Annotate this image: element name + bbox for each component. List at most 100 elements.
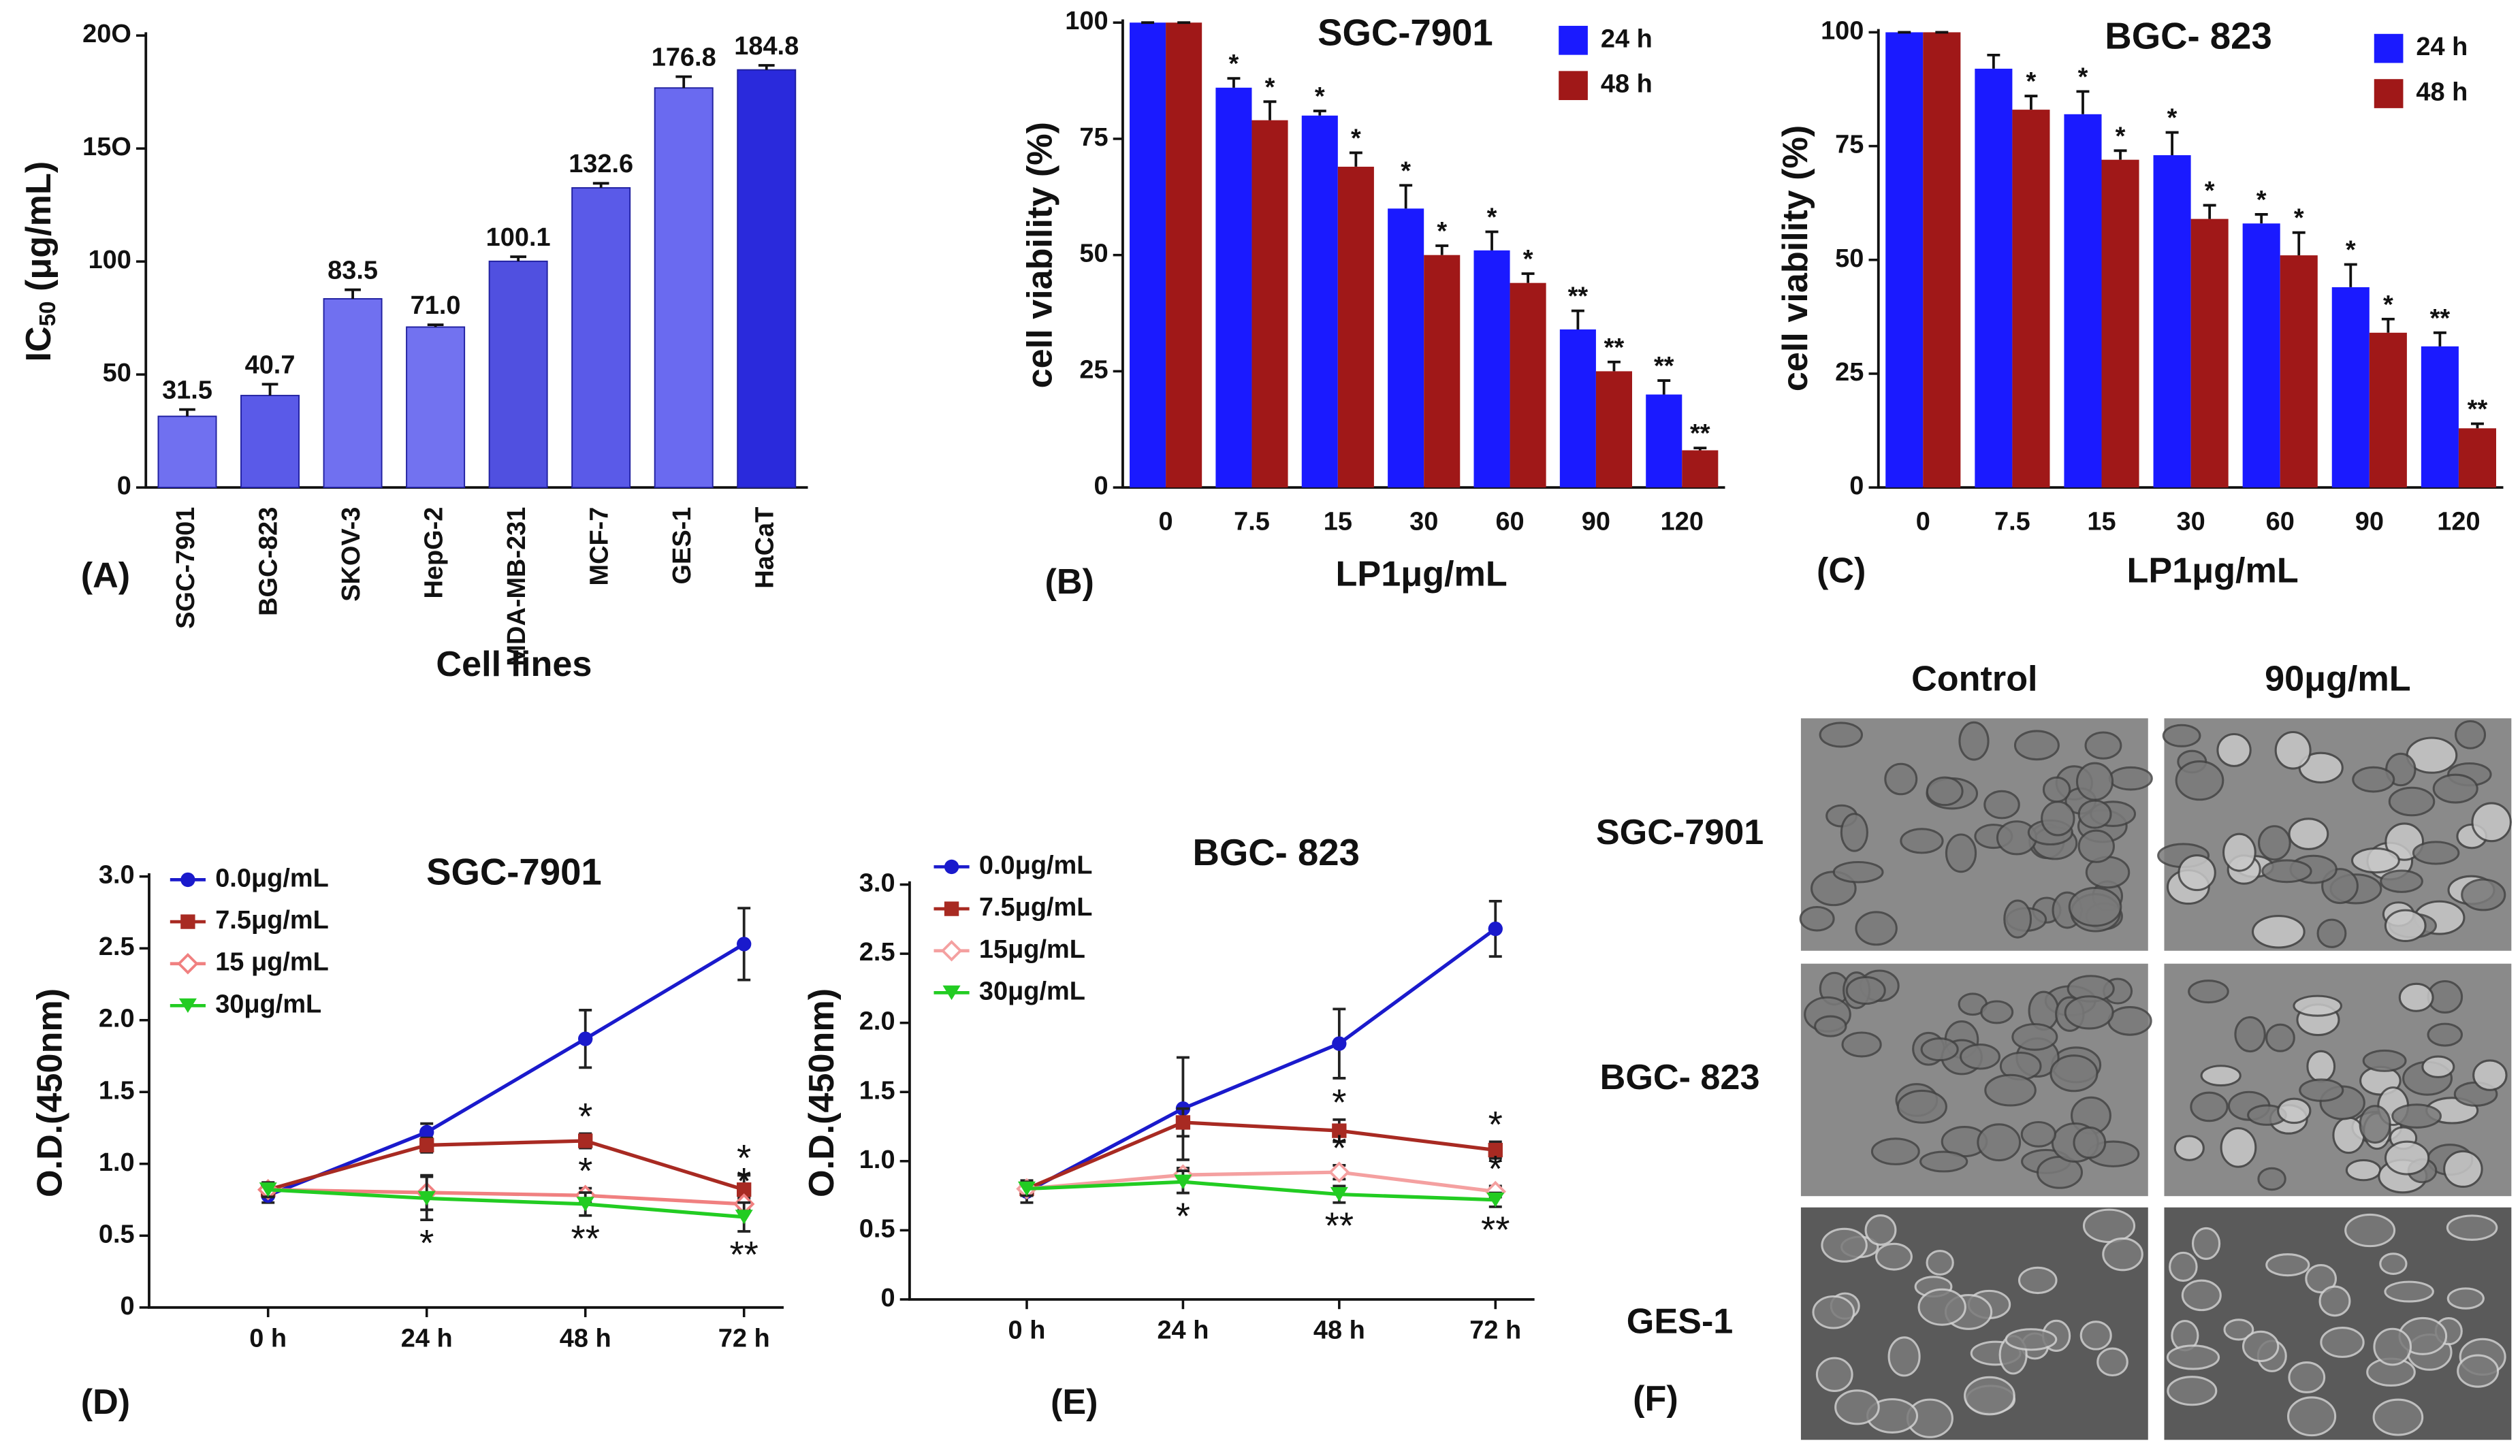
cell	[1958, 721, 1990, 761]
error-bar	[1227, 77, 1241, 88]
cell	[2068, 886, 2122, 927]
cell	[2200, 1065, 2242, 1087]
x-axis-label: LP1μg/mL	[2127, 551, 2299, 591]
x-tick-label: SKOV-3	[337, 507, 366, 602]
cell	[2391, 1103, 2442, 1129]
cell	[1896, 1089, 1947, 1124]
cell	[2471, 802, 2512, 843]
marker	[1328, 1161, 1350, 1183]
significance: *	[2383, 291, 2393, 319]
cell	[2077, 829, 2115, 863]
cell	[2288, 1361, 2326, 1393]
cell	[2257, 1167, 2286, 1191]
cell	[2388, 786, 2436, 817]
significance: **	[571, 1218, 599, 1259]
error-bar	[2344, 263, 2357, 287]
marker	[259, 1182, 277, 1197]
cell	[1980, 1000, 2014, 1024]
cell	[1819, 722, 1864, 748]
panel-label: (C)	[1817, 551, 1866, 591]
bar	[571, 187, 631, 489]
marker	[944, 901, 959, 916]
cell	[2350, 847, 2400, 874]
significance: **	[1690, 419, 1710, 448]
significance: *	[2294, 204, 2304, 233]
significance: *	[1487, 204, 1497, 232]
significance: *	[1176, 1195, 1190, 1237]
bar	[2101, 159, 2139, 488]
error-bar	[1349, 151, 1362, 167]
cell	[1855, 911, 1898, 946]
error-bar	[1435, 244, 1449, 255]
cell	[2222, 832, 2256, 872]
y-tick-label: 2.0	[99, 1005, 135, 1033]
significance: *	[419, 1222, 434, 1263]
x-tick-label: 7.5	[1234, 507, 1270, 536]
x-tick-label: BGC-823	[255, 507, 283, 616]
error-bar	[1313, 110, 1326, 116]
y-tick-label: 25	[1835, 358, 1864, 387]
cell	[2455, 719, 2487, 749]
axis-line	[148, 873, 784, 1309]
bar	[2190, 219, 2229, 488]
marker	[1017, 1181, 1036, 1197]
bar	[654, 87, 714, 489]
cell	[2096, 1347, 2128, 1377]
error-bar	[427, 323, 444, 327]
legend-label: 7.5μg/mL	[215, 906, 329, 935]
error-bar	[2381, 317, 2395, 333]
cell	[2265, 1253, 2310, 1277]
micrograph	[1800, 963, 2152, 1197]
cell	[1799, 905, 1835, 932]
significance: *	[2167, 104, 2178, 133]
significance: *	[2205, 177, 2215, 206]
error-bar	[758, 64, 775, 70]
legend-label: 24 h	[1601, 25, 1653, 53]
cell	[2372, 1398, 2424, 1436]
x-tick-label: 90	[1582, 507, 1610, 536]
bar	[1923, 32, 1961, 488]
bar	[1595, 371, 1632, 488]
marker	[1332, 1123, 1347, 1138]
y-axis-label-text: IC	[19, 326, 59, 361]
error-bar	[1987, 53, 2000, 69]
marker	[417, 1191, 436, 1206]
bar	[1337, 166, 1374, 488]
cell	[2373, 1327, 2412, 1366]
x-tick-label: 24 h	[1157, 1316, 1209, 1344]
error-bar	[2433, 331, 2446, 346]
bar	[1975, 68, 2013, 488]
y-tick-label: 20O	[82, 20, 131, 48]
error-bar	[1399, 184, 1413, 209]
significance: *	[2026, 67, 2037, 96]
significance: *	[1332, 1082, 1346, 1123]
x-tick-label: 48 h	[560, 1324, 611, 1353]
y-tick-label: 0	[1849, 472, 1864, 500]
cell	[2003, 899, 2032, 939]
marker	[1486, 1193, 1505, 1208]
cell	[2216, 732, 2252, 767]
y-axis-label: cell viability (%)	[1776, 125, 1815, 391]
cell	[2384, 909, 2427, 942]
bar	[240, 395, 300, 489]
cell	[2191, 1227, 2221, 1260]
cell	[2432, 773, 2478, 804]
error-bar	[179, 408, 195, 417]
cell	[1870, 1137, 1920, 1165]
cell	[1812, 1295, 1855, 1329]
error-bar	[1571, 309, 1584, 329]
x-tick-label: 24 h	[401, 1324, 453, 1353]
x-tick-label: 60	[2266, 507, 2295, 536]
chart-title: BGC- 823	[1192, 832, 1359, 873]
marker	[1330, 1186, 1348, 1202]
series-line	[1025, 927, 1497, 1193]
legend-label: 0.0μg/mL	[215, 864, 329, 892]
panel-label: (A)	[81, 556, 130, 596]
significance: *	[737, 1160, 751, 1201]
cell	[2421, 1055, 2455, 1078]
y-tick-label: 1.0	[859, 1146, 895, 1174]
cell	[2362, 1049, 2407, 1072]
cell	[2017, 1266, 2058, 1295]
micrograph	[2164, 1207, 2512, 1440]
